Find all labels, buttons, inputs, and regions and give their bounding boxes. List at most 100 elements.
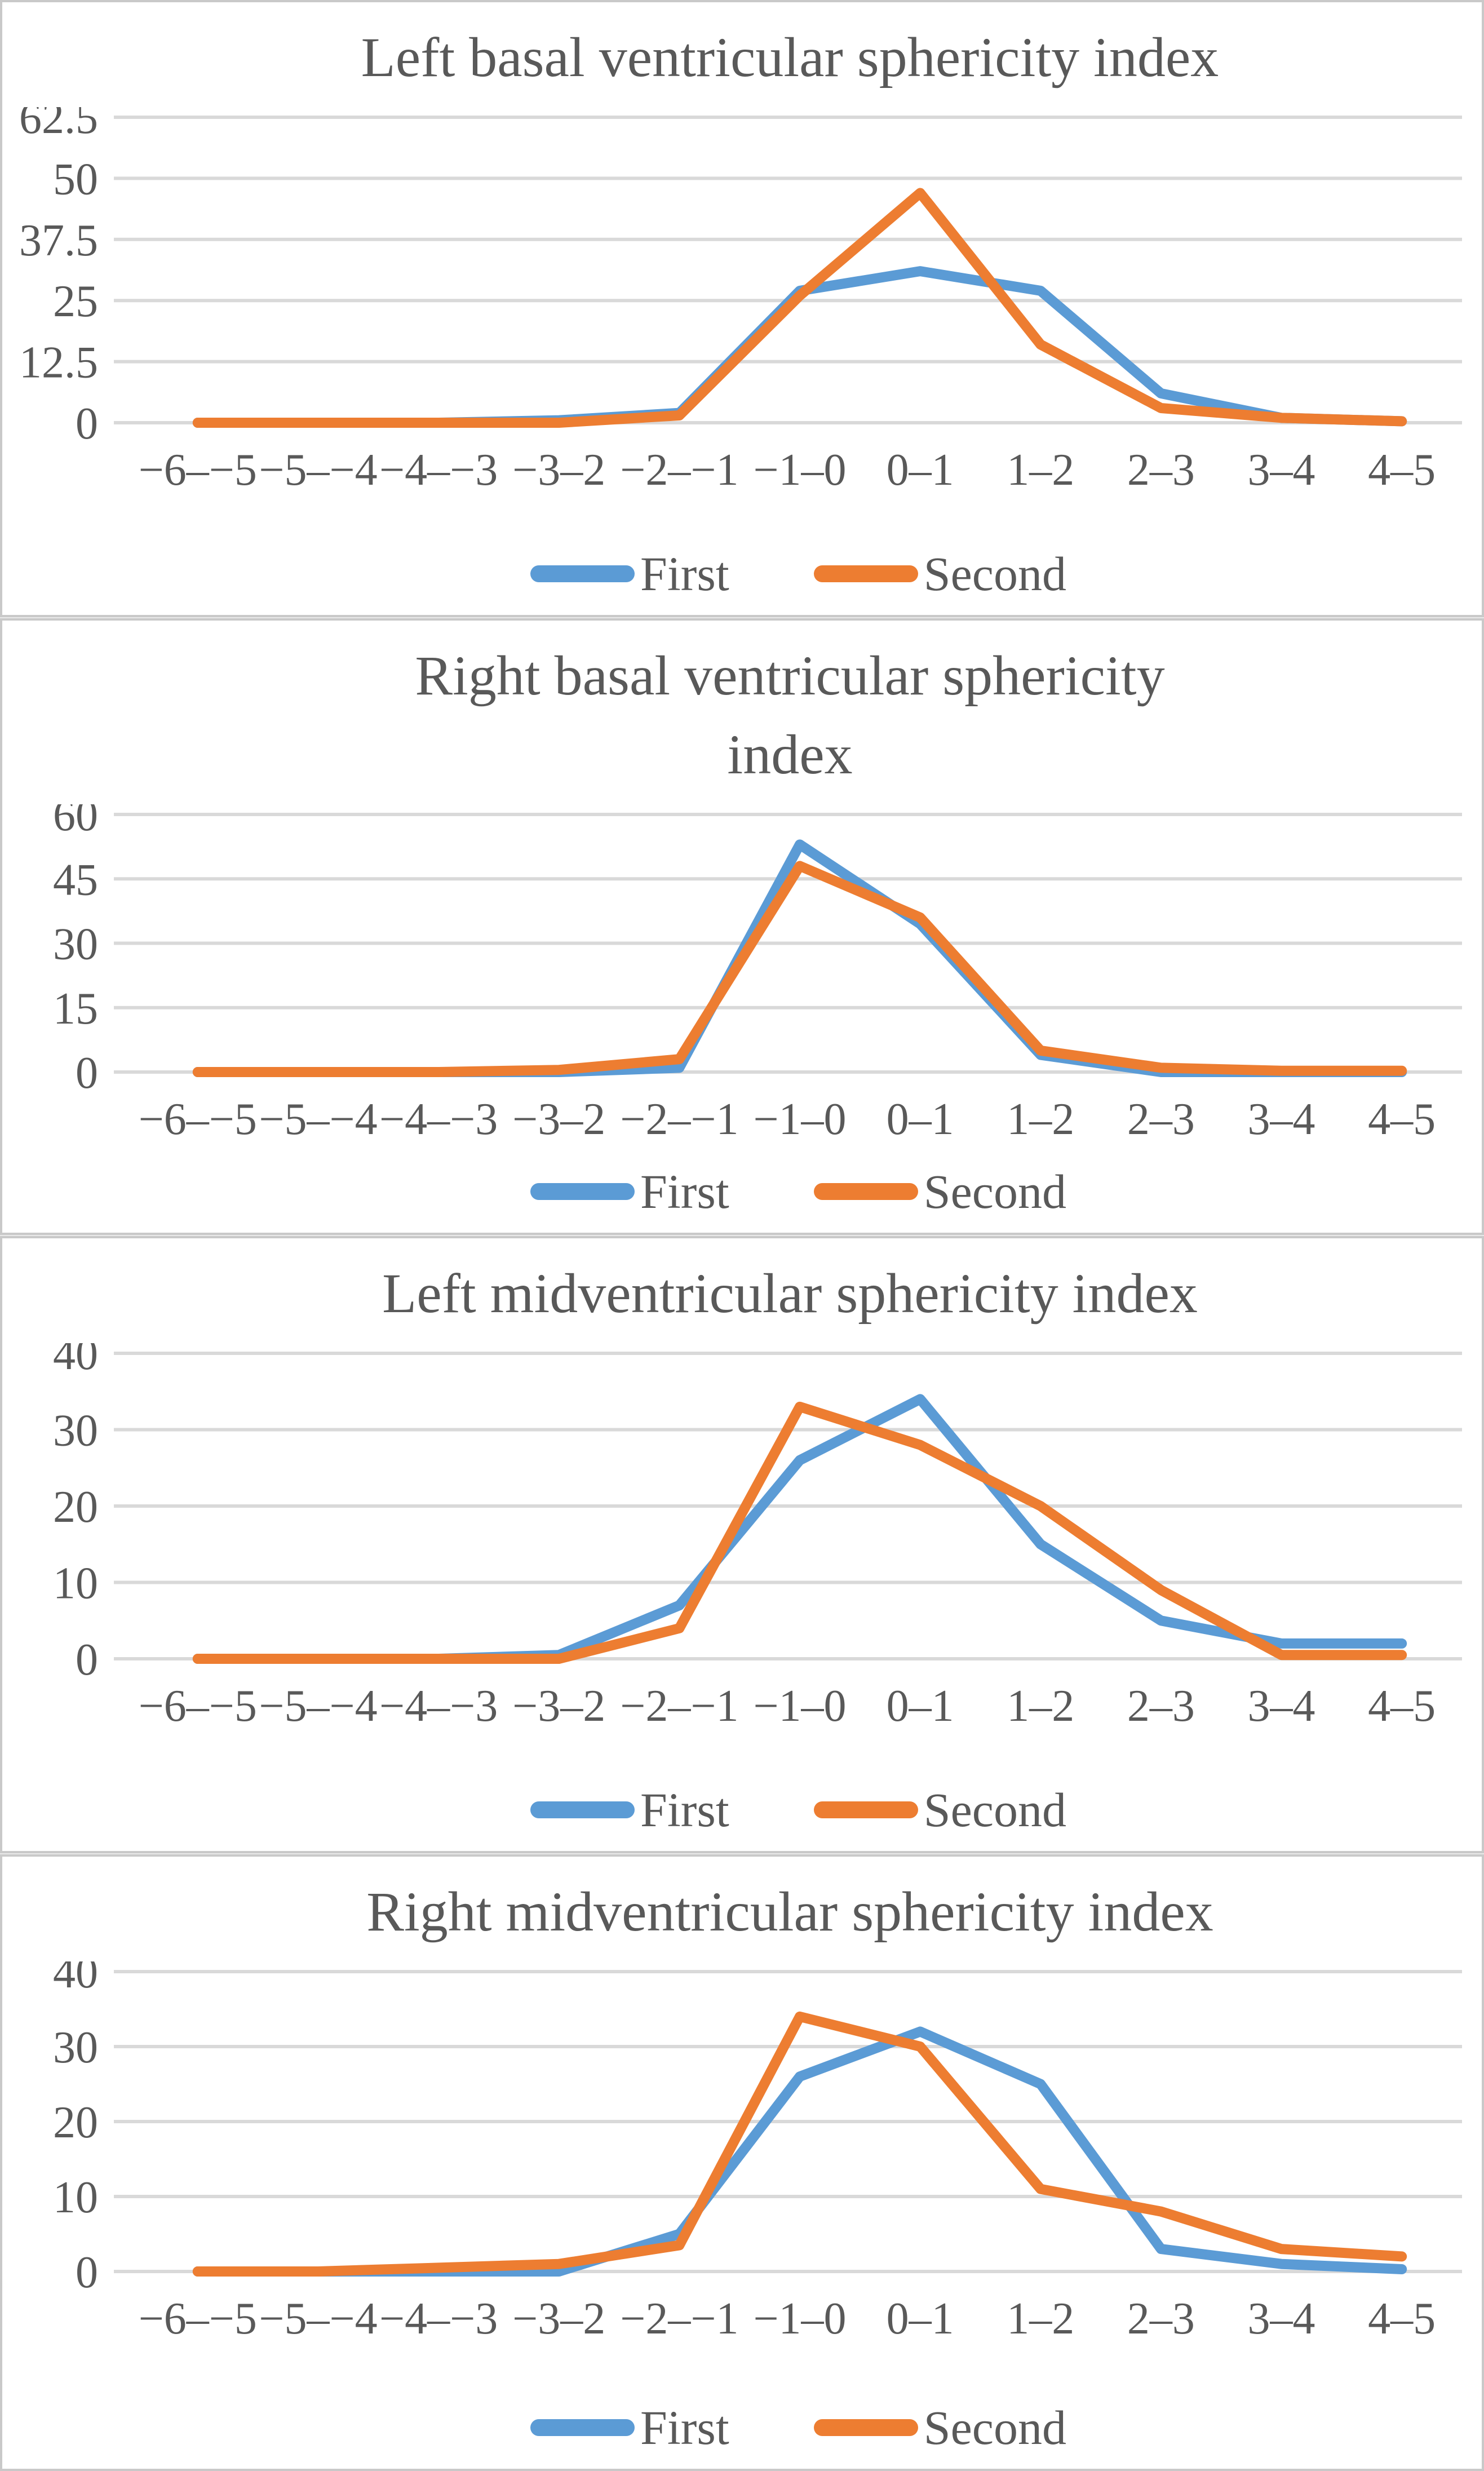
- x-tick-label: −1–0: [753, 1095, 846, 1144]
- x-tick-label: −1–0: [753, 2294, 846, 2344]
- legend-item-first: First: [530, 2403, 729, 2452]
- y-tick-label: 37.5: [19, 216, 98, 265]
- x-tick-label: 2–3: [1127, 2294, 1195, 2344]
- legend-item-second: Second: [813, 550, 1066, 598]
- x-tick-label: −2–−1: [620, 2294, 738, 2344]
- legend-label-first: First: [640, 2401, 729, 2455]
- legend-label-first: First: [640, 546, 729, 601]
- y-tick-label: 62.5: [19, 107, 98, 143]
- x-tick-label: 0–1: [887, 2294, 954, 2344]
- x-tick-label: −2–−1: [620, 1095, 738, 1144]
- chart-panel-left-basal: Left basal ventricular sphericity index …: [0, 0, 1484, 617]
- series-line-second: [192, 2011, 1407, 2277]
- y-tick-label: 50: [53, 154, 98, 204]
- legend-label-second: Second: [923, 1782, 1066, 1837]
- legend-swatch-first: [530, 2419, 635, 2436]
- x-tick-label: −2–−1: [620, 445, 738, 495]
- x-tick-label: −4–−3: [379, 1681, 498, 1731]
- x-tick-label: −6–−5: [139, 1095, 257, 1144]
- x-tick-label: −5–−4: [259, 2294, 377, 2344]
- y-tick-label: 20: [53, 1482, 98, 1532]
- x-tick-label: 3–4: [1248, 1681, 1315, 1731]
- legend-swatch-second: [813, 1801, 918, 1818]
- legend: First Second: [138, 2403, 1459, 2452]
- x-tick-label: 4–5: [1368, 1681, 1436, 1731]
- x-tick-label: −1–0: [753, 1681, 846, 1731]
- legend-swatch-first: [530, 565, 635, 582]
- chart-title: Right basal ventricular sphericity index: [415, 644, 1165, 786]
- y-tick-label: 12.5: [19, 338, 98, 388]
- x-tick-label: 2–3: [1127, 445, 1195, 495]
- x-tick-label: −1–0: [753, 445, 846, 495]
- x-tick-label: −5–−4: [259, 445, 377, 495]
- legend-item-second: Second: [813, 1164, 1066, 1219]
- legend-label-second: Second: [923, 2401, 1066, 2455]
- y-tick-label: 25: [53, 277, 98, 326]
- x-tick-label: −5–−4: [259, 1095, 377, 1144]
- x-tick-label: 0–1: [887, 1095, 954, 1144]
- chart-panel-right-basal: Right basal ventricular sphericity index…: [0, 618, 1484, 1235]
- x-tick-label: −5–−4: [259, 1681, 377, 1731]
- y-tick-label: 15: [53, 984, 98, 1033]
- legend-swatch-second: [813, 2419, 918, 2436]
- x-tick-label: 0–1: [887, 445, 954, 495]
- x-tick-label: −3–2: [512, 2294, 605, 2344]
- x-tick-label: 3–4: [1248, 2294, 1315, 2344]
- y-tick-label: 0: [76, 399, 98, 449]
- x-tick-label: −3–2: [512, 445, 605, 495]
- x-tick-label: 4–5: [1368, 2294, 1436, 2344]
- legend-label-second: Second: [923, 1164, 1066, 1219]
- x-tick-label: 1–2: [1007, 445, 1074, 495]
- y-tick-label: 30: [53, 2023, 98, 2073]
- chart-title: Left basal ventricular sphericity index: [361, 26, 1219, 88]
- legend-swatch-first: [530, 1801, 635, 1818]
- chart-title: Left midventricular sphericity index: [382, 1262, 1198, 1325]
- x-tick-label: 3–4: [1248, 445, 1315, 495]
- chart-canvas-left-basal: 0 12.5 25 37.5 50 62.5 −6–−5 −5–−4 −4–−3 −3–2 −2–−…: [19, 107, 1462, 495]
- y-tick-label: 20: [53, 2098, 98, 2147]
- chart-panel-left-mid: Left midventricular sphericity index 0 10…: [0, 1236, 1484, 1853]
- series-line-second: [192, 1401, 1407, 1664]
- legend-label-first: First: [640, 1782, 729, 1837]
- y-tick-label: 45: [53, 855, 98, 905]
- legend: First Second: [138, 550, 1459, 598]
- legend-swatch-second: [813, 565, 918, 582]
- x-tick-label: −3–2: [512, 1681, 605, 1731]
- legend-item-first: First: [530, 1786, 729, 1834]
- x-tick-label: −4–−3: [379, 445, 498, 495]
- legend-item-first: First: [530, 550, 729, 598]
- x-tick-label: −3–2: [512, 1095, 605, 1144]
- legend: First Second: [138, 1167, 1459, 1216]
- legend-swatch-first: [530, 1183, 635, 1200]
- y-tick-label: 10: [53, 2173, 98, 2222]
- x-tick-label: 1–2: [1007, 2294, 1074, 2344]
- y-tick-label: 10: [53, 1559, 98, 1609]
- x-tick-label: 4–5: [1368, 445, 1436, 495]
- x-tick-label: 1–2: [1007, 1095, 1074, 1144]
- y-tick-label: 30: [53, 1406, 98, 1456]
- legend-label-first: First: [640, 1164, 729, 1219]
- y-tick-label: 40: [53, 1343, 98, 1379]
- y-tick-label: 0: [76, 2248, 98, 2297]
- x-tick-label: −4–−3: [379, 1095, 498, 1144]
- chart-canvas-left-mid: 0 10 20 30 40 −6–−5 −5–−4 −4–−3 −3–2 −2–−1 −1–0 0–1…: [53, 1343, 1462, 1731]
- y-tick-label: 60: [53, 804, 98, 840]
- legend-item-first: First: [530, 1167, 729, 1216]
- x-tick-label: 4–5: [1368, 1095, 1436, 1144]
- chart-canvas-right-mid: 0 10 20 30 40 −6–−5 −5–−4 −4–−3 −3–2 −2–−1 −1–0 0–1…: [53, 1961, 1462, 2344]
- chart-canvas-right-basal: 0 15 30 45 60 −6–−5 −5–−4 −4–−3 −3–2 −2–−1 −1–0 0–1…: [53, 804, 1462, 1144]
- x-tick-label: 2–3: [1127, 1095, 1195, 1144]
- legend-swatch-second: [813, 1183, 918, 1200]
- x-tick-label: −2–−1: [620, 1681, 738, 1731]
- series-line-second: [192, 188, 1407, 428]
- y-tick-label: 0: [76, 1048, 98, 1098]
- y-tick-label: 30: [53, 919, 98, 969]
- legend-item-second: Second: [813, 2401, 1066, 2455]
- chart-panel-right-mid: Right midventricular sphericity index 0 1…: [0, 1854, 1484, 2471]
- x-tick-label: 3–4: [1248, 1095, 1315, 1144]
- y-tick-label: 40: [53, 1961, 98, 1998]
- x-tick-label: −6–−5: [139, 1681, 257, 1731]
- x-tick-label: 1–2: [1007, 1681, 1074, 1731]
- x-tick-label: −6–−5: [139, 445, 257, 495]
- x-tick-label: −4–−3: [379, 2294, 498, 2344]
